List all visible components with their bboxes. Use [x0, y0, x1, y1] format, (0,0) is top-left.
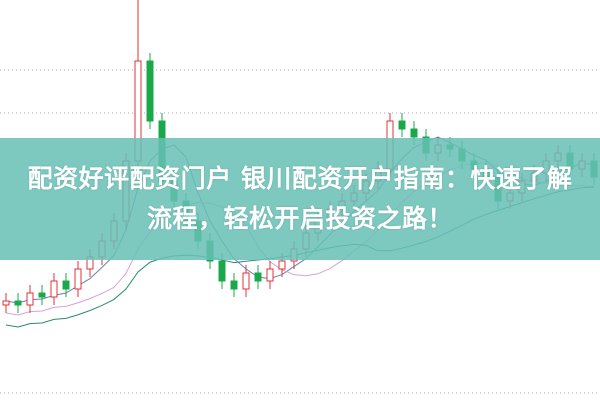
candle-body: [254, 272, 262, 282]
title-line-2: 流程，轻松开启投资之路！: [146, 204, 453, 233]
candle-body: [62, 280, 70, 290]
candle-body: [278, 260, 286, 270]
candle-body: [218, 260, 226, 282]
candle-body: [410, 128, 418, 138]
candle-body: [26, 292, 34, 306]
candle-body: [2, 300, 10, 306]
candle-body: [230, 280, 238, 290]
candle-body: [266, 268, 274, 282]
candle-body: [38, 292, 46, 298]
title-line-1: 配资好评配资门户 银川配资开户指南：快速了解: [27, 164, 573, 193]
candle-body: [146, 60, 154, 122]
candle-body: [398, 120, 406, 130]
title-banner: 配资好评配资门户 银川配资开户指南：快速了解 流程，轻松开启投资之路！: [0, 138, 600, 260]
candle-body: [242, 272, 250, 290]
candle-body: [50, 280, 58, 298]
candle-body: [14, 300, 22, 306]
candle-body: [74, 268, 82, 290]
